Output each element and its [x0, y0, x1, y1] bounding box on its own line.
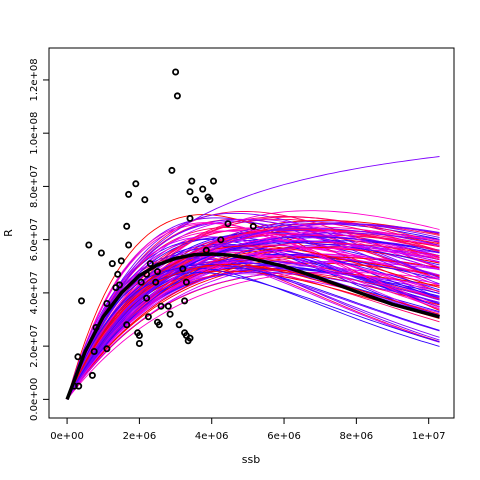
fitted-curve: [65, 252, 440, 401]
data-point: [125, 190, 133, 198]
data-point: [135, 339, 143, 347]
data-point: [188, 177, 196, 185]
data-point: [123, 222, 131, 230]
data-point: [97, 249, 105, 257]
data-point: [135, 331, 143, 339]
x-axis-title: ssb: [242, 453, 260, 466]
x-tick-label: 2e+06: [123, 431, 157, 442]
data-point: [117, 257, 125, 265]
data-point: [132, 180, 140, 188]
data-point: [172, 68, 180, 76]
data-point: [108, 260, 116, 268]
data-point: [78, 297, 86, 305]
data-point: [206, 196, 214, 204]
x-tick-label: 1e+07: [412, 431, 446, 442]
data-point: [103, 345, 111, 353]
data-point: [182, 278, 190, 286]
y-tick-label: 4.0e+07: [29, 271, 40, 314]
data-point: [123, 321, 131, 329]
data-point: [143, 294, 151, 302]
bootstrap-curve: [66, 272, 440, 400]
data-point: [209, 177, 217, 185]
y-axis-title: R: [2, 229, 15, 237]
y-tick-label: 1.0e+08: [29, 112, 40, 155]
bootstrap-curve: [66, 232, 440, 400]
bootstrap-curve: [66, 264, 440, 400]
bootstrap-curve: [66, 215, 440, 400]
data-point: [90, 347, 98, 355]
bootstrap-curve: [66, 223, 440, 400]
bootstrap-curve: [66, 240, 440, 400]
bootstrap-curve: [66, 267, 440, 400]
bootstrap-curve: [66, 242, 440, 400]
x-tick-label: 4e+06: [195, 431, 229, 442]
data-point: [191, 196, 199, 204]
bootstrap-curve: [66, 211, 440, 400]
data-point: [141, 196, 149, 204]
data-point: [179, 265, 187, 273]
data-point: [166, 310, 174, 318]
bootstrap-curve: [66, 245, 440, 400]
bootstrap-curve: [66, 271, 440, 400]
data-point: [146, 260, 154, 268]
bootstrap-curve: [66, 221, 440, 400]
data-point: [144, 313, 152, 321]
bootstrap-curve: [66, 223, 440, 400]
data-point: [116, 281, 124, 289]
data-point: [88, 371, 96, 379]
data-point: [103, 299, 111, 307]
data-point: [181, 297, 189, 305]
bootstrap-curve: [66, 273, 440, 400]
x-tick-label: 8e+06: [340, 431, 374, 442]
x-tick-label: 0e+00: [50, 431, 84, 442]
y-axis: 0.0e+00 2.0e+07 4.0e+07 6.0e+07 8.0e+07 1.0e+…: [29, 58, 50, 421]
data-point: [85, 241, 93, 249]
bootstrap-curve: [66, 272, 440, 400]
data-point: [186, 334, 194, 342]
data-point: [92, 323, 100, 331]
y-tick-label: 1.2e+08: [29, 58, 40, 101]
y-tick-label: 6.0e+07: [29, 218, 40, 261]
data-point: [114, 270, 122, 278]
data-point: [152, 278, 160, 286]
bootstrap-curve: [66, 218, 440, 400]
observation-points: [70, 68, 257, 390]
bootstrap-curve: [66, 245, 440, 400]
data-point: [143, 270, 151, 278]
bootstrap-curve: [66, 264, 440, 400]
data-point: [164, 302, 172, 310]
y-tick-label: 8.0e+07: [29, 165, 40, 208]
fitted-curve-layer: [65, 252, 440, 401]
data-point: [168, 166, 176, 174]
bootstrap-curve: [66, 230, 440, 400]
data-point: [199, 185, 207, 193]
data-point: [157, 302, 165, 310]
data-point: [224, 220, 232, 228]
data-point: [175, 321, 183, 329]
bootstrap-curve: [66, 218, 440, 400]
data-point: [173, 92, 181, 100]
data-point: [74, 353, 82, 361]
data-point: [137, 278, 145, 286]
bootstrap-curves: [66, 156, 440, 400]
data-point: [155, 321, 163, 329]
data-point: [125, 241, 133, 249]
data-point: [186, 214, 194, 222]
data-point: [202, 246, 210, 254]
x-axis: 0e+00 2e+06 4e+06 6e+06 8e+06 1e+07: [50, 417, 446, 442]
data-point: [186, 188, 194, 196]
y-tick-label: 2.0e+07: [29, 325, 40, 368]
bootstrap-curve: [66, 265, 440, 400]
data-point: [249, 222, 257, 230]
data-point: [153, 268, 161, 276]
y-tick-label: 0.0e+00: [29, 378, 40, 421]
bootstrap-curve: [66, 156, 440, 400]
x-tick-label: 6e+06: [267, 431, 301, 442]
data-point: [217, 236, 225, 244]
data-point: [75, 382, 83, 390]
